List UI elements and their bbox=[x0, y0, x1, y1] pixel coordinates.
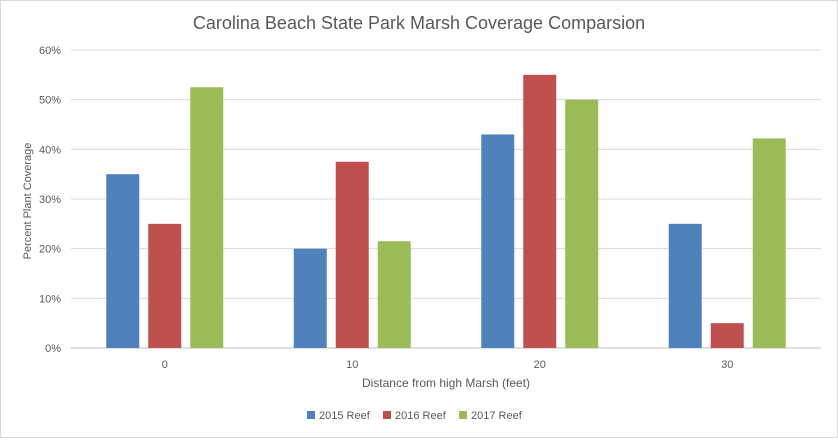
legend-swatch bbox=[307, 411, 315, 419]
x-axis-tick-labels: 0 10 20 30 bbox=[162, 359, 734, 371]
legend-swatch bbox=[459, 411, 467, 419]
bar-2015-reef-10 bbox=[293, 248, 327, 348]
y-tick-label: 60% bbox=[39, 45, 61, 57]
bar-2015-reef-0 bbox=[106, 174, 140, 348]
y-axis-tick-labels: 0% 10% 20% 30% 40% 50% 60% bbox=[39, 45, 61, 355]
bar-2017-reef-20 bbox=[565, 99, 599, 349]
legend-label: 2015 Reef bbox=[319, 410, 371, 422]
y-tick-label: 20% bbox=[39, 244, 61, 256]
bar-2017-reef-10 bbox=[377, 241, 411, 348]
bar-2015-reef-20 bbox=[481, 134, 515, 348]
y-tick-label: 50% bbox=[39, 95, 61, 107]
x-axis-label: Distance from high Marsh (feet) bbox=[362, 376, 530, 390]
y-axis-label: Percent Plant Coverage bbox=[22, 143, 34, 260]
legend-swatch bbox=[383, 411, 391, 419]
y-tick-label: 10% bbox=[39, 293, 61, 305]
x-tick-label: 30 bbox=[721, 359, 733, 371]
bar-2017-reef-30 bbox=[752, 138, 786, 348]
bar-2016-reef-30 bbox=[710, 323, 744, 348]
legend: 2015 Reef 2016 Reef 2017 Reef bbox=[307, 410, 523, 422]
bar-2016-reef-0 bbox=[148, 223, 182, 348]
bar-2016-reef-10 bbox=[335, 161, 369, 348]
legend-label: 2016 Reef bbox=[395, 410, 447, 422]
bar-2017-reef-0 bbox=[190, 87, 224, 348]
y-tick-label: 0% bbox=[45, 343, 61, 355]
x-tick-label: 0 bbox=[162, 359, 168, 371]
chart-title: Carolina Beach State Park Marsh Coverage… bbox=[193, 13, 645, 33]
y-tick-label: 40% bbox=[39, 144, 61, 156]
x-tick-label: 20 bbox=[534, 359, 546, 371]
y-tick-label: 30% bbox=[39, 194, 61, 206]
bars bbox=[106, 74, 786, 349]
bar-2016-reef-20 bbox=[523, 74, 557, 348]
legend-label: 2017 Reef bbox=[471, 410, 523, 422]
bar-2015-reef-30 bbox=[668, 223, 702, 348]
gridlines bbox=[71, 49, 821, 349]
x-tick-label: 10 bbox=[346, 359, 358, 371]
